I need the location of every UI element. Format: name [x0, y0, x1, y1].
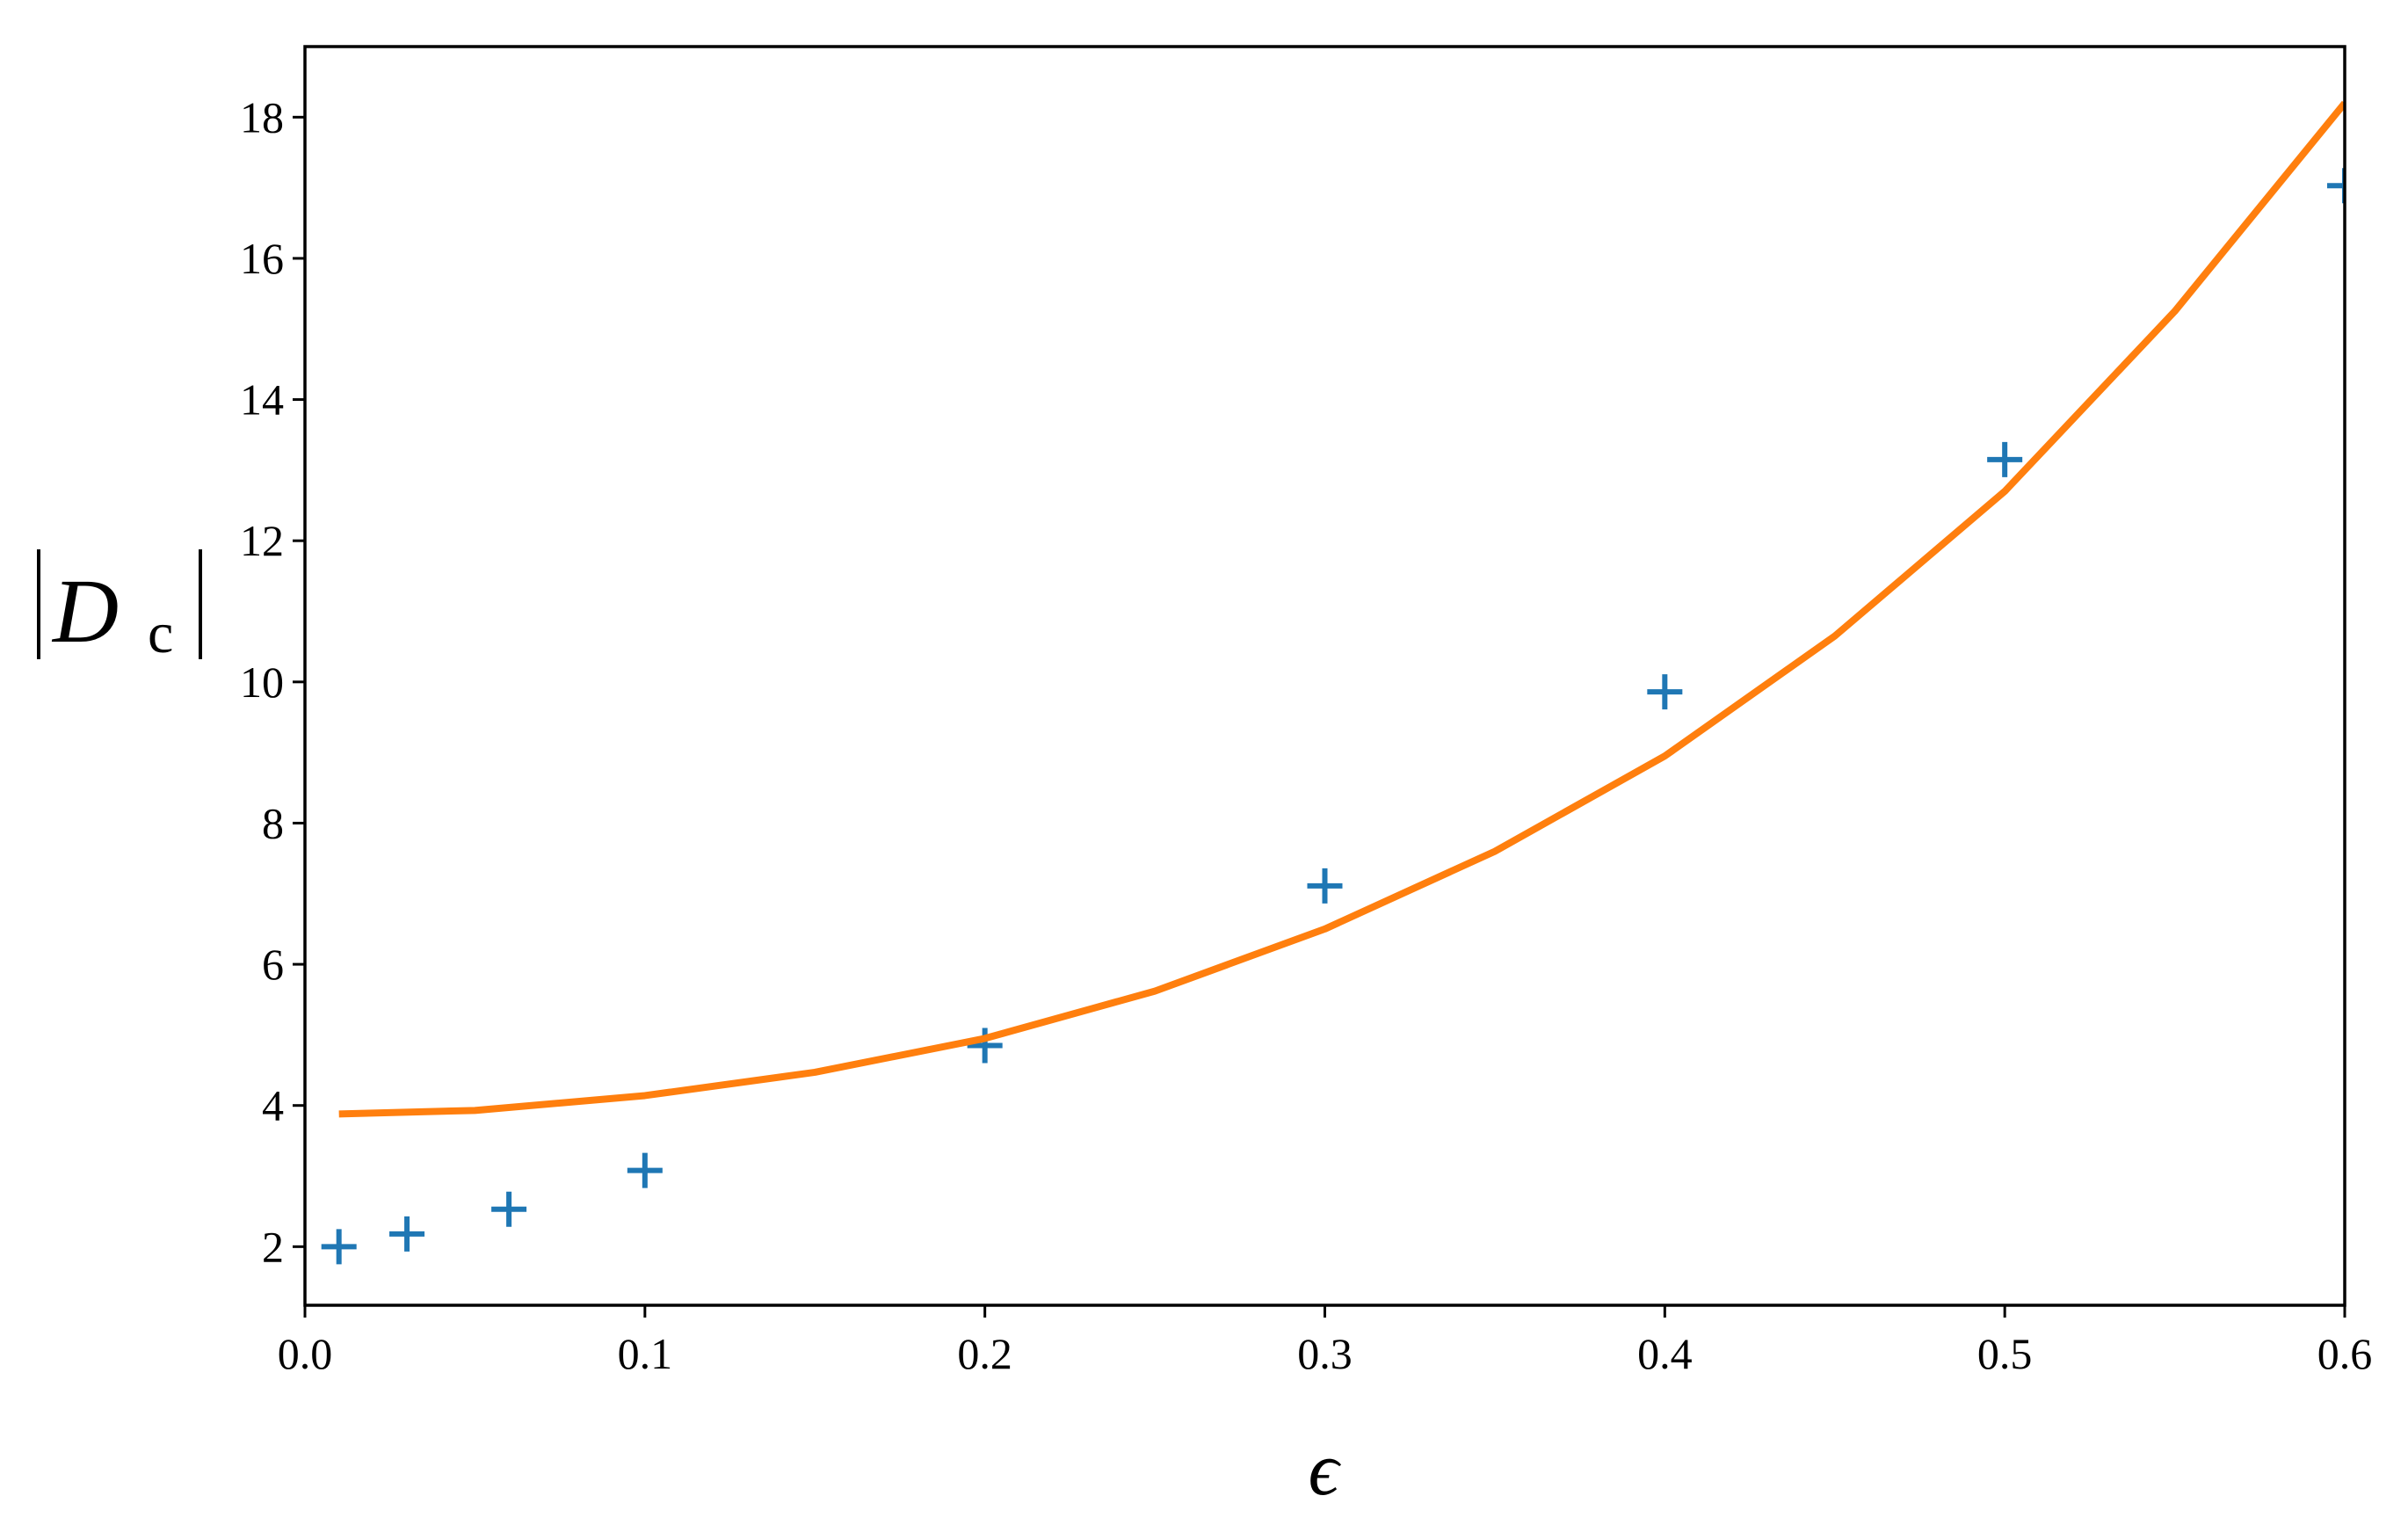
x-tick-label: 0.5 — [1977, 1329, 2033, 1378]
x-tick-label: 0.4 — [1637, 1329, 1693, 1378]
y-tick-label: 4 — [262, 1081, 284, 1130]
y-axis-label: D c — [37, 549, 202, 665]
y-tick-label: 6 — [262, 940, 284, 989]
x-tick-label: 0.0 — [278, 1329, 333, 1378]
y-tick-label: 12 — [240, 516, 284, 565]
y-tick-label: 16 — [240, 234, 284, 283]
x-tick-label: 0.2 — [957, 1329, 1012, 1378]
marker-plus — [2327, 168, 2345, 204]
x-tick-label: 0.6 — [2317, 1329, 2373, 1378]
marker-plus — [321, 1229, 357, 1265]
marker-plus — [627, 1152, 663, 1188]
y-tick-label: 14 — [240, 375, 284, 425]
x-axis-label: ϵ — [1309, 1427, 1342, 1511]
y-label-base: D — [51, 561, 119, 662]
y-tick-label: 8 — [262, 798, 284, 847]
x-tick-label: 0.1 — [618, 1329, 673, 1378]
marker-plus — [389, 1216, 425, 1252]
axes-frame — [303, 45, 2346, 1307]
y-tick-label: 18 — [240, 92, 284, 142]
marker-plus — [491, 1191, 527, 1227]
fit-line — [338, 100, 2345, 1118]
marker-plus — [967, 1028, 1003, 1064]
y-label-subscript: c — [148, 601, 173, 665]
y-tick-label: 10 — [240, 657, 284, 707]
marker-plus — [1307, 868, 1343, 904]
marker-plus — [1987, 441, 2023, 477]
x-tick-label: 0.3 — [1297, 1329, 1353, 1378]
marker-plus — [1647, 674, 1683, 710]
y-tick-label: 2 — [262, 1222, 284, 1271]
plot-area — [321, 100, 2345, 1265]
